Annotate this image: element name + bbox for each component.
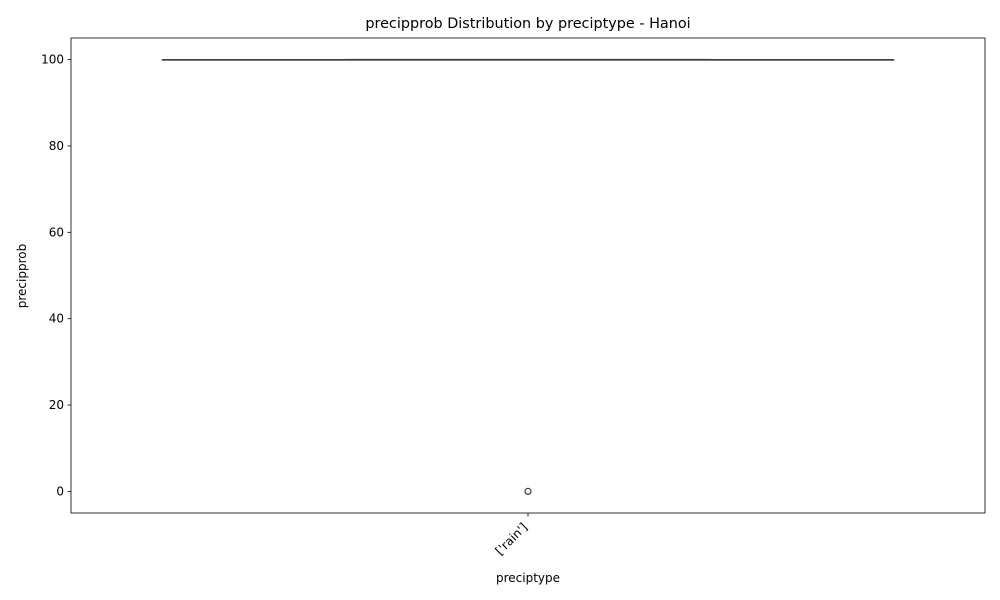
y-axis-ticks: 0 20 40 60 80 100 [41,53,71,498]
chart-title: precipprob Distribution by preciptype - … [365,16,690,32]
y-tick-label: 20 [49,398,64,412]
y-tick-label: 80 [49,139,64,153]
x-axis-label: preciptype [496,571,560,585]
y-tick-label: 60 [49,225,64,239]
y-tick-label: 40 [49,312,64,326]
plot-frame [70,37,986,514]
box-group [161,58,895,496]
y-tick-label: 0 [56,484,64,498]
box-plot-series [161,58,895,496]
y-tick-label: 100 [41,53,64,67]
y-axis-label: precipprob [15,244,29,308]
outlier-point [524,487,532,496]
